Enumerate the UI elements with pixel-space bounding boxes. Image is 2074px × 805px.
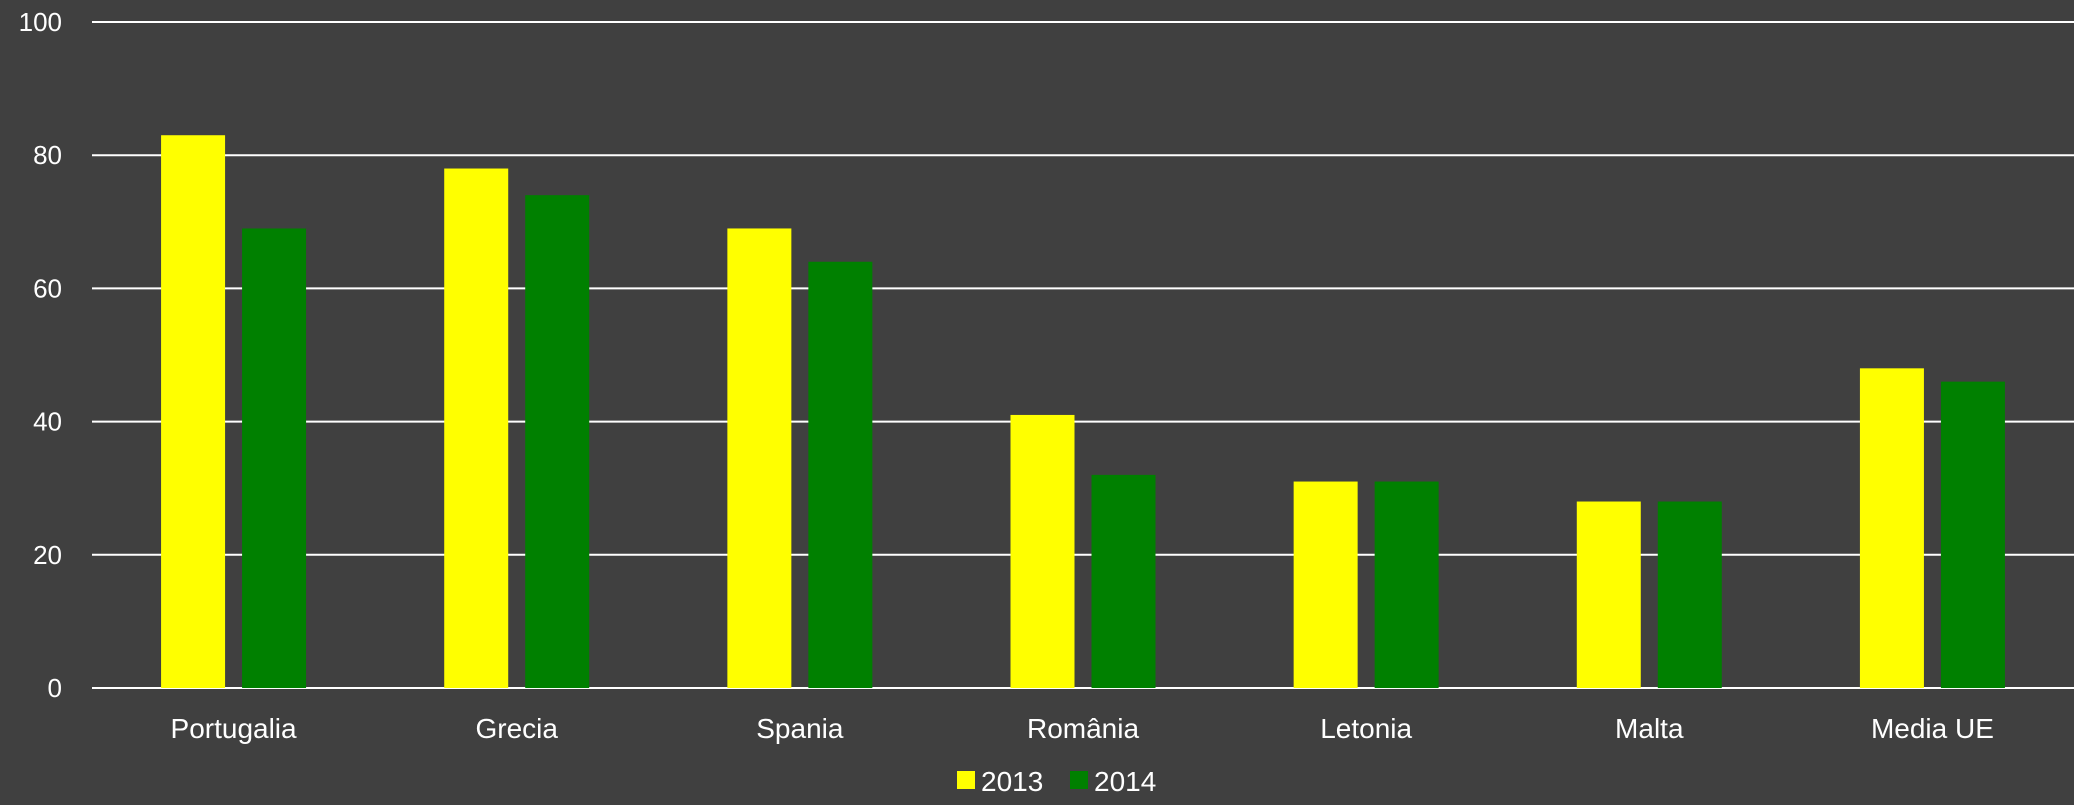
- legend-label: 2014: [1094, 766, 1156, 797]
- bar-2013: [444, 168, 509, 688]
- y-axis-ticks: 0 20 40 60 80 100: [19, 7, 62, 703]
- y-tick-label: 100: [19, 7, 62, 37]
- y-tick-label: 60: [33, 273, 62, 303]
- legend-swatch-2013: [957, 771, 975, 789]
- bars: [161, 135, 2005, 689]
- legend-swatch-2014: [1070, 771, 1088, 789]
- bar-2013: [727, 228, 792, 688]
- bar-2014: [1374, 481, 1439, 688]
- bar-2013: [1293, 481, 1358, 688]
- x-tick-label: Malta: [1615, 713, 1684, 744]
- bar-2014: [1091, 474, 1156, 688]
- y-tick-label: 20: [33, 540, 62, 570]
- x-tick-label: Letonia: [1320, 713, 1412, 744]
- bar-2014: [1940, 381, 2005, 688]
- x-axis-labels: Portugalia Grecia Spania România Letonia Malt…: [171, 713, 1994, 744]
- bar-2013: [1576, 501, 1641, 688]
- bar-2013: [161, 135, 226, 689]
- x-tick-label: Portugalia: [171, 713, 298, 744]
- bar-2013: [1859, 368, 1924, 688]
- bar-2014: [242, 228, 307, 688]
- legend-label: 2013: [981, 766, 1043, 797]
- legend: 2013 2014: [957, 766, 1156, 797]
- gridlines: [92, 21, 2074, 689]
- x-tick-label: Grecia: [475, 713, 558, 744]
- x-tick-label: România: [1027, 713, 1139, 744]
- bar-2013: [1010, 414, 1075, 688]
- bar-2014: [1657, 501, 1722, 688]
- bar-2014: [808, 261, 873, 688]
- y-tick-label: 0: [48, 673, 62, 703]
- x-tick-label: Media UE: [1871, 713, 1994, 744]
- bar-2014: [525, 195, 590, 688]
- y-tick-label: 80: [33, 140, 62, 170]
- y-tick-label: 40: [33, 407, 62, 437]
- x-tick-label: Spania: [756, 713, 844, 744]
